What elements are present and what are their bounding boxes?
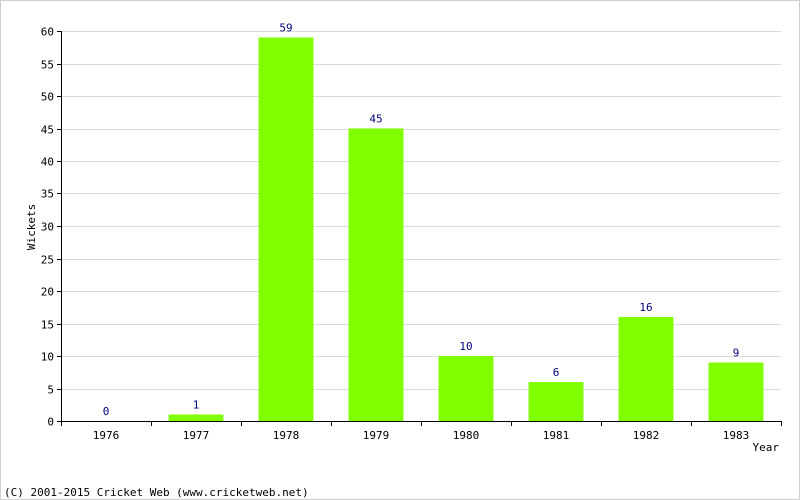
data-labels: 0 1 59 45 10 6 16 9: [103, 22, 740, 419]
x-tick-label-1982: 1982: [633, 429, 660, 442]
x-tick-label-1983: 1983: [723, 429, 750, 442]
y-axis-ticks: 0 5 10 15 20 25 30 35 40 45 50 55 60: [41, 26, 61, 429]
y-tick-label: 25: [41, 254, 54, 267]
data-label-1980: 10: [459, 340, 472, 353]
y-tick-label: 20: [41, 286, 54, 299]
x-tick-label-1977: 1977: [183, 429, 210, 442]
bars: [168, 37, 764, 421]
bar-1983: [708, 362, 764, 421]
data-label-1982: 16: [639, 301, 652, 314]
y-tick-label: 55: [41, 59, 54, 72]
bar-1982: [618, 317, 674, 421]
y-tick-label: 30: [41, 221, 54, 234]
y-tick-label: 60: [41, 26, 54, 39]
x-tick-label-1976: 1976: [93, 429, 120, 442]
y-tick-label: 50: [41, 91, 54, 104]
y-tick-label: 0: [47, 416, 54, 429]
x-tick-label-1979: 1979: [363, 429, 390, 442]
y-tick-label: 45: [41, 124, 54, 137]
x-tick-label-1981: 1981: [543, 429, 570, 442]
y-tick-label: 5: [47, 384, 54, 397]
x-tick-label-1978: 1978: [273, 429, 300, 442]
bar-1981: [528, 382, 584, 421]
y-tick-label: 15: [41, 319, 54, 332]
grid-lines: [61, 31, 781, 390]
data-label-1981: 6: [553, 366, 560, 379]
y-tick-label: 40: [41, 156, 54, 169]
y-axis-label: Wickets: [25, 204, 38, 250]
y-tick-label: 35: [41, 188, 54, 201]
data-label-1978: 59: [279, 22, 292, 35]
data-label-1976: 0: [103, 405, 110, 418]
bar-1978: [258, 37, 314, 421]
copyright-text: (C) 2001-2015 Cricket Web (www.cricketwe…: [4, 486, 309, 499]
data-label-1983: 9: [733, 347, 740, 360]
x-axis-label: Year: [753, 441, 780, 454]
x-axis-ticks: 1976 1977 1978 1979 1980 1981 1982 1983: [61, 421, 782, 442]
bar-1977: [168, 414, 224, 421]
bar-1980: [438, 356, 494, 421]
y-tick-label: 10: [41, 351, 54, 364]
data-label-1977: 1: [193, 399, 200, 412]
data-label-1979: 45: [369, 113, 382, 126]
bar-1979: [348, 128, 404, 421]
x-tick-label-1980: 1980: [453, 429, 480, 442]
